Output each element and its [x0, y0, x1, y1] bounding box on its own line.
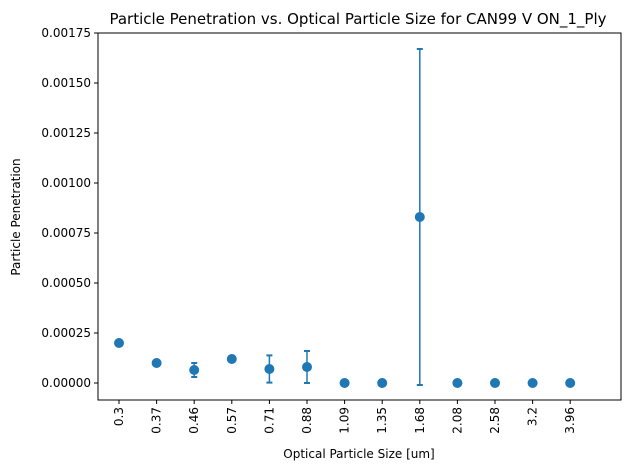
x-tick-label: 3.2 [526, 407, 540, 426]
y-tick-label: 0.00100 [41, 176, 91, 190]
y-tick-label: 0.00175 [41, 26, 91, 40]
x-tick-label: 3.96 [563, 407, 577, 434]
data-point [151, 358, 162, 368]
x-tick-label: 2.08 [450, 407, 464, 434]
chart-title: Particle Penetration vs. Optical Particl… [109, 10, 606, 29]
data-point [377, 378, 388, 388]
x-tick-label: 2.58 [488, 407, 502, 434]
data-point [302, 362, 312, 372]
data-point [414, 212, 425, 222]
y-tick-label: 0.00125 [41, 126, 91, 140]
data-point [490, 378, 500, 388]
y-tick-label: 0.00050 [41, 276, 91, 290]
x-axis-label: Optical Particle Size [um] [283, 447, 434, 461]
y-tick-label: 0.00000 [41, 376, 91, 390]
y-tick-label: 0.00075 [41, 226, 91, 240]
y-tick-label: 0.00025 [41, 326, 91, 340]
data-point [339, 378, 350, 388]
data-point [189, 365, 200, 375]
x-tick-label: 0.3 [112, 407, 126, 426]
data-point [565, 378, 576, 388]
x-tick-label: 0.71 [262, 407, 276, 434]
x-tick-label: 0.88 [300, 407, 314, 434]
data-point [264, 364, 275, 374]
y-axis-label: Particle Penetration [9, 158, 23, 275]
x-tick-label: 0.37 [150, 407, 164, 434]
plot-frame [97, 32, 622, 401]
y-axis: 0.00000 0.00025 0.00050 0.00075 0.00100 0.001… [41, 26, 98, 390]
data-point [452, 378, 463, 388]
x-tick-label: 1.09 [338, 407, 352, 434]
x-tick-label: 1.35 [375, 407, 389, 434]
y-tick-label: 0.00150 [41, 76, 91, 90]
x-tick-label: 1.68 [413, 407, 427, 434]
x-tick-label: 0.57 [225, 407, 239, 434]
data-point [226, 354, 237, 364]
data-point [527, 378, 538, 388]
x-axis: 0.3 0.37 0.46 0.57 0.71 0.88 1.09 1.35 1.68 2.08 2… [112, 400, 577, 434]
x-tick-label: 0.46 [187, 407, 201, 434]
data-point [114, 338, 124, 348]
data-marks [114, 48, 576, 388]
